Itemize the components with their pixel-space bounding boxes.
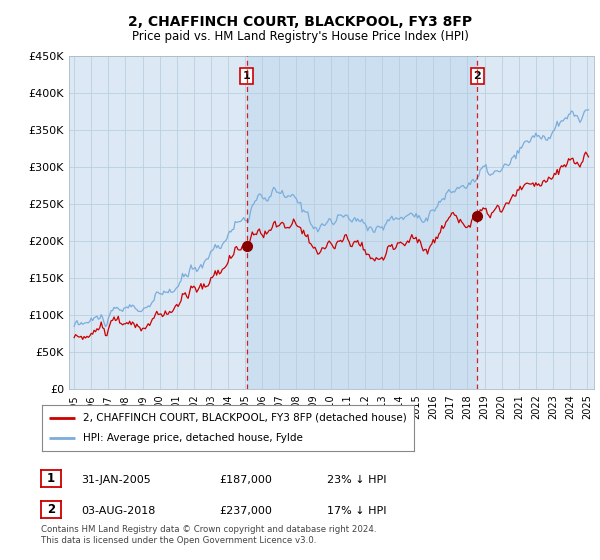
Text: 03-AUG-2018: 03-AUG-2018 [81,506,155,516]
Text: Contains HM Land Registry data © Crown copyright and database right 2024.
This d: Contains HM Land Registry data © Crown c… [41,525,376,545]
Text: 1: 1 [242,71,250,81]
Text: 2, CHAFFINCH COURT, BLACKPOOL, FY3 8FP: 2, CHAFFINCH COURT, BLACKPOOL, FY3 8FP [128,15,472,29]
Text: Price paid vs. HM Land Registry's House Price Index (HPI): Price paid vs. HM Land Registry's House … [131,30,469,43]
Text: 31-JAN-2005: 31-JAN-2005 [81,475,151,485]
Text: £187,000: £187,000 [219,475,272,485]
Text: 2: 2 [473,71,481,81]
Text: HPI: Average price, detached house, Fylde: HPI: Average price, detached house, Fyld… [83,433,303,443]
Text: 17% ↓ HPI: 17% ↓ HPI [327,506,386,516]
Bar [247,56,478,389]
Text: 2, CHAFFINCH COURT, BLACKPOOL, FY3 8FP (detached house): 2, CHAFFINCH COURT, BLACKPOOL, FY3 8FP (… [83,413,407,423]
Text: 23% ↓ HPI: 23% ↓ HPI [327,475,386,485]
Text: 1: 1 [47,472,55,486]
Text: 2: 2 [47,503,55,516]
Text: £237,000: £237,000 [219,506,272,516]
